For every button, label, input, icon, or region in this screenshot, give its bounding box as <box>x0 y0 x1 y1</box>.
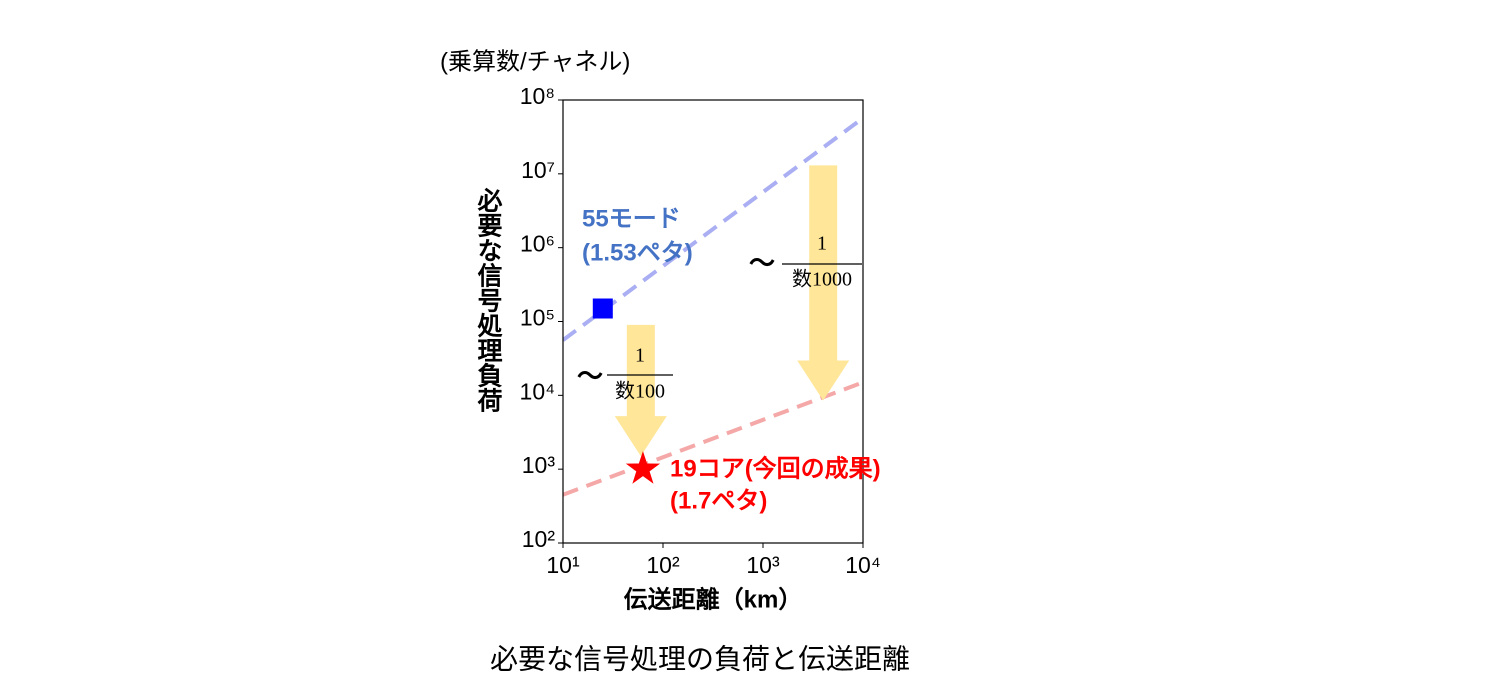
fraction-denominator: 数100 <box>615 380 665 403</box>
reduction-arrow <box>797 165 850 401</box>
y-tick-label: 10⁵ <box>520 305 555 331</box>
point-label: 55モード <box>582 205 681 232</box>
point <box>592 298 613 319</box>
y-tick-label: 10⁴ <box>520 378 555 404</box>
trend-line <box>563 380 863 497</box>
x-axis-title: 伝送距離（km） <box>624 585 803 613</box>
y-tick-label: 10⁸ <box>520 83 555 109</box>
trend-line <box>563 116 863 342</box>
point-label: (1.53ペタ) <box>582 239 693 266</box>
unit-label: (乗算数/チャネル) <box>440 48 630 75</box>
x-tick-label: 10¹ <box>546 552 580 578</box>
y-tick-label: 10³ <box>522 452 556 478</box>
approx-sign: ～ <box>577 361 603 391</box>
fraction-numerator: 1 <box>817 233 827 255</box>
x-tick-label: 10² <box>646 552 680 578</box>
reduction-arrow <box>614 324 667 457</box>
x-tick-label: 10⁴ <box>845 552 880 578</box>
y-axis-title: 必要な信号処理負荷 <box>474 188 503 413</box>
y-tick-label: 10² <box>522 526 556 552</box>
fraction-denominator: 数1000 <box>792 268 852 291</box>
point <box>625 451 661 484</box>
approx-sign: ～ <box>749 248 775 278</box>
y-tick-label: 10⁶ <box>520 231 555 257</box>
point-label: (1.7ペタ) <box>670 487 767 514</box>
caption: 必要な信号処理の負荷と伝送距離 <box>490 643 910 674</box>
x-tick-label: 10³ <box>746 552 780 578</box>
fraction-numerator: 1 <box>635 345 645 367</box>
point-label: 19コア(今回の成果) <box>670 454 881 482</box>
y-tick-label: 10⁷ <box>521 157 555 183</box>
